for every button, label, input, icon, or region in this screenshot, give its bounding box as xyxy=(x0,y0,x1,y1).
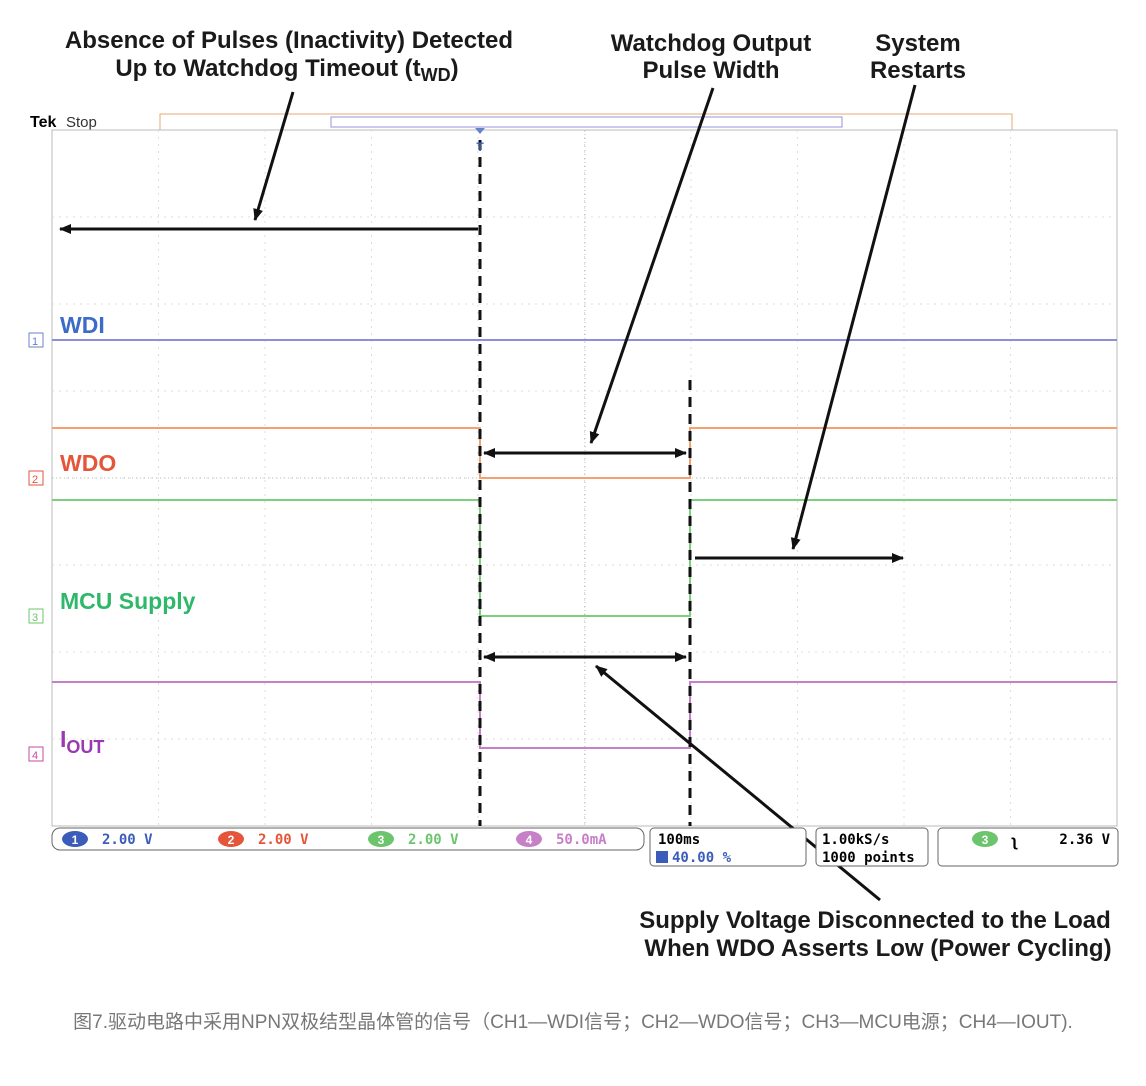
record-length: 1000 points xyxy=(822,850,915,866)
status-marker xyxy=(218,831,244,847)
channel-label: MCU Supply xyxy=(60,588,196,614)
trigger-marker: T xyxy=(476,140,484,154)
channel-scale: 2.00 V xyxy=(408,832,459,848)
status-number: 3 xyxy=(378,833,385,847)
channel-marker xyxy=(28,746,44,762)
annotation: When WDO Asserts Low (Power Cycling) xyxy=(644,935,1111,962)
channel-marker xyxy=(28,470,44,486)
status-marker xyxy=(516,831,542,847)
trigger-position: 40.00 % xyxy=(672,850,732,866)
state: Stop xyxy=(66,114,97,131)
annotation: System xyxy=(875,30,960,57)
channel-label: I xyxy=(60,726,66,752)
channel-number: 3 xyxy=(32,612,38,624)
channel-number: 4 xyxy=(32,750,38,762)
status-number: 1 xyxy=(72,833,79,847)
wdo-trace xyxy=(52,427,1117,479)
annotation-sub: WD xyxy=(421,65,451,85)
slope-icon: ʅ xyxy=(1011,833,1018,850)
annotation: ) xyxy=(451,55,459,82)
channel-marker xyxy=(28,608,44,624)
annotation: Supply Voltage Disconnected to the Load xyxy=(639,907,1111,934)
status-marker xyxy=(368,831,394,847)
timebase: 100ms xyxy=(658,832,700,848)
trigger-channel: 3 xyxy=(982,833,989,847)
annotation: Watchdog Output xyxy=(611,30,811,57)
caption: 图7.驱动电路中采用NPN双极结型晶体管的信号（CH1—WDI信号；CH2—WD… xyxy=(73,1012,1073,1033)
channel-number: 1 xyxy=(32,336,38,348)
channel-scale: 2.00 V xyxy=(258,832,309,848)
channel-number: 2 xyxy=(32,474,38,486)
annotation: Pulse Width xyxy=(642,57,779,84)
view-bracket xyxy=(330,116,843,128)
mcu-trace xyxy=(52,499,1117,617)
channel-label: WDO xyxy=(60,450,116,476)
channel-scale: 50.0mA xyxy=(556,832,607,848)
channel-label: WDI xyxy=(60,312,105,338)
channel-marker xyxy=(28,332,44,348)
annotation: Absence of Pulses (Inactivity) Detected xyxy=(65,27,513,54)
status-marker xyxy=(62,831,88,847)
channels: 1 WDI 2 WDO 3 MCU Supply 4 IOUT xyxy=(28,312,196,762)
status-number: 4 xyxy=(526,833,533,847)
channel-label: WDO xyxy=(60,450,116,476)
trigger-arrow xyxy=(475,128,485,134)
trigger-level: 2.36 V xyxy=(1059,832,1110,848)
channel-label: WDI xyxy=(60,312,105,338)
brand: Tek xyxy=(30,114,56,131)
channel-label: IOUT xyxy=(60,726,104,757)
status-number: 2 xyxy=(228,833,235,847)
iout-trace xyxy=(52,681,1117,749)
annotation: Restarts xyxy=(870,57,966,84)
status-bar: 100ms 40.00 % 1.00kS/s 1000 points 3 ʅ 2… xyxy=(51,827,1119,867)
channel-label: MCU Supply xyxy=(60,588,196,614)
annotation: Up to Watchdog Timeout (tWD) xyxy=(115,55,458,85)
channel-scale: 2.00 V xyxy=(102,832,153,848)
scope-figure: Tek Stop T Absence of Pulses (Inactivity… xyxy=(28,27,1119,962)
sample-rate: 1.00kS/s xyxy=(822,832,889,848)
channel-label-sub: OUT xyxy=(66,737,104,757)
annotation: Up to Watchdog Timeout (t xyxy=(115,55,420,82)
